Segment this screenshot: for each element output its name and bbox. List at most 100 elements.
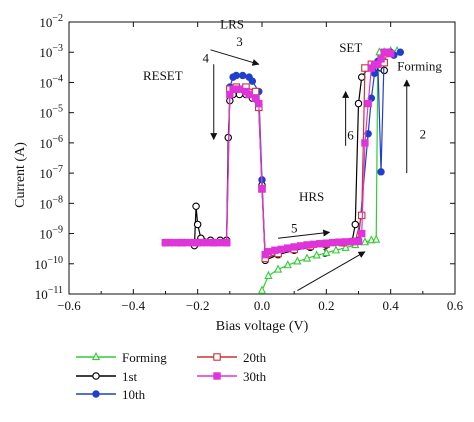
data-point: [396, 48, 405, 56]
data-point: [303, 241, 311, 249]
x-tick-label: 0.0: [254, 298, 270, 313]
data-point: [222, 238, 231, 247]
data-point: [364, 99, 372, 108]
data-point: [245, 90, 253, 99]
series-20th: [161, 48, 392, 263]
legend-item-forming: Forming: [76, 350, 167, 365]
data-point: [168, 238, 176, 247]
legend-marker: [92, 372, 100, 380]
data-point: [302, 253, 312, 262]
data-point: [200, 238, 208, 247]
data-point: [357, 73, 366, 81]
y-tick-label: 10−10: [34, 255, 63, 272]
data-point: [187, 238, 195, 247]
y-axis-label: Current (A): [13, 142, 28, 208]
data-point: [257, 285, 267, 294]
data-point: [213, 238, 221, 247]
x-tick-label: −0.6: [57, 298, 81, 313]
legend-marker: [92, 390, 100, 398]
legend-label: 30th: [243, 369, 267, 384]
data-point: [377, 55, 385, 63]
data-point: [377, 168, 385, 176]
data-point: [372, 234, 381, 243]
data-point: [361, 139, 369, 147]
annotation-arrow: [297, 251, 366, 291]
data-point: [248, 77, 257, 85]
data-point: [284, 244, 292, 252]
data-point: [161, 238, 170, 247]
legend-marker: [213, 353, 221, 361]
data-point: [264, 270, 273, 279]
legend-item-10th: 10th: [76, 387, 146, 402]
legend-marker: [213, 372, 221, 380]
data-point: [331, 245, 341, 254]
legend-label: Forming: [122, 350, 167, 365]
x-tick-label: −0.2: [186, 298, 210, 313]
data-point: [293, 256, 302, 265]
plot-area: [161, 45, 405, 294]
annotation-label: Forming: [397, 58, 442, 73]
data-point: [354, 99, 363, 108]
y-tick-label: 10−2: [39, 13, 63, 30]
y-tick-label: 10−6: [39, 134, 63, 151]
data-point: [296, 242, 305, 250]
annotation-label: 3: [236, 34, 243, 49]
legend-label: 20th: [243, 350, 267, 365]
y-tick-label: 10−11: [35, 285, 63, 302]
annotation-label: LRS: [220, 17, 244, 32]
annotation-arrow: [278, 229, 331, 239]
y-tick-label: 10−4: [39, 73, 63, 90]
data-point: [192, 202, 200, 211]
y-tick-label: 10−5: [39, 104, 63, 121]
annotation-label: SET: [339, 40, 362, 55]
x-tick-label: 0.4: [383, 298, 400, 313]
data-point: [283, 260, 292, 269]
data-point: [351, 220, 360, 229]
x-tick-label: 0.6: [447, 298, 464, 313]
data-point: [206, 238, 215, 247]
y-tick-label: 10−9: [39, 225, 63, 242]
data-point: [312, 250, 321, 259]
plot-axes: −0.6 −0.4 −0.2 0.0 0.2 0.4 0.6 10−2 10−3 10−4 10−5…: [34, 13, 463, 313]
data-point: [264, 248, 273, 256]
annotation-label: 5: [291, 220, 298, 235]
y-tick-label: 10−3: [39, 43, 63, 60]
data-point: [273, 264, 283, 273]
data-point: [354, 237, 363, 246]
annotation-label: 4: [202, 51, 209, 66]
data-point: [174, 238, 183, 247]
data-point: [316, 240, 324, 248]
legend-label: 1st: [122, 369, 138, 384]
data-point: [322, 239, 331, 247]
data-point: [322, 247, 331, 256]
y-tick-label: 10−8: [39, 194, 63, 211]
legend-item-1st: 1st: [76, 369, 138, 384]
data-point: [361, 64, 369, 72]
data-point: [335, 238, 343, 246]
data-point: [193, 238, 202, 247]
data-point: [235, 85, 244, 93]
data-point: [277, 245, 286, 254]
data-point: [193, 220, 202, 229]
data-point: [181, 238, 189, 247]
legend: Forming 1st 10th 20th 30th: [76, 350, 267, 402]
annotation-label: RESET: [143, 68, 183, 83]
legend-item-20th: 20th: [197, 350, 267, 365]
data-point: [386, 49, 395, 58]
annotations: LRS34RESETSETForming26HRS51: [143, 17, 442, 291]
data-point: [348, 237, 356, 246]
y-tick-label: 10−7: [39, 164, 63, 181]
data-point: [258, 185, 266, 193]
data-point: [341, 242, 350, 251]
annotation-label: 2: [420, 126, 427, 141]
data-point: [255, 99, 263, 108]
data-point: [309, 240, 318, 249]
legend-marker: [91, 351, 101, 361]
annotation-arrow: [210, 49, 260, 66]
x-tick-label: 0.2: [318, 298, 334, 313]
legend-item-30th: 30th: [197, 369, 267, 384]
legend-label: 10th: [122, 387, 146, 402]
data-point: [364, 130, 372, 138]
series-line: [165, 67, 385, 262]
